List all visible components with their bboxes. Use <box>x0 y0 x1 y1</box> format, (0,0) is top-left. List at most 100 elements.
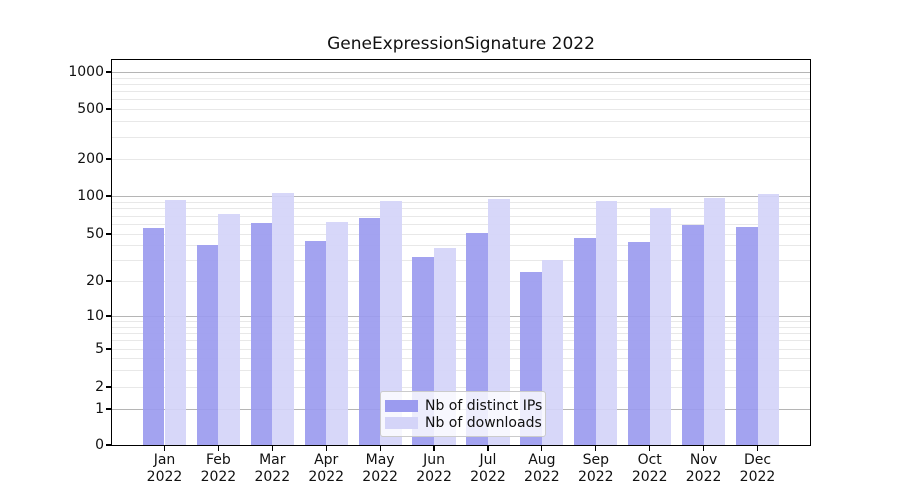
y-tick-mark <box>106 444 112 446</box>
gridline-major <box>112 72 810 74</box>
y-tick-label: 100 <box>77 187 104 204</box>
x-tick-label-mar: Mar 2022 <box>254 452 291 485</box>
gridline-minor <box>112 215 810 217</box>
bar-sep-distinct-ips <box>574 238 596 445</box>
gridline-major <box>112 196 810 198</box>
gridline-minor <box>112 370 810 372</box>
legend-item-distinct-ips: Nb of distinct IPs <box>385 397 543 415</box>
legend-label-downloads: Nb of downloads <box>425 415 542 432</box>
bar-nov-downloads <box>703 198 726 445</box>
bar-oct-downloads <box>649 207 672 445</box>
gridline-minor <box>112 136 810 138</box>
legend-swatch-downloads <box>385 417 418 430</box>
x-tick-mark <box>163 446 166 451</box>
y-tick-mark <box>106 195 112 197</box>
bar-apr-distinct-ips <box>304 240 327 445</box>
x-tick-label-oct: Oct 2022 <box>631 452 668 485</box>
x-tick-label-feb: Feb 2022 <box>200 452 237 485</box>
x-tick-mark <box>595 446 597 451</box>
y-tick-label: 2 <box>95 378 104 395</box>
x-tick-mark <box>703 446 705 451</box>
bar-jan-downloads <box>164 199 187 445</box>
gridline-minor <box>112 326 810 328</box>
y-tick-label: 500 <box>77 100 104 117</box>
gridline-minor <box>112 109 810 110</box>
gridline-minor <box>112 159 810 160</box>
gridline-minor <box>112 224 810 225</box>
y-tick-label: 50 <box>86 225 104 242</box>
x-tick-label-may: May 2022 <box>362 452 398 485</box>
y-tick-mark <box>106 158 112 160</box>
bar-jul-downloads <box>487 198 510 445</box>
gridline-minor <box>112 245 810 247</box>
gridline-minor <box>112 321 810 323</box>
bar-dec-downloads <box>757 194 780 445</box>
gridline-minor <box>112 234 810 235</box>
y-tick-label: 200 <box>77 150 104 167</box>
bar-jan-distinct-ips <box>142 227 165 445</box>
legend-swatch-distinct-ips <box>385 399 418 412</box>
x-tick-mark <box>541 446 543 451</box>
y-tick-label: 0 <box>95 436 104 453</box>
legend-label-distinct-ips: Nb of distinct IPs <box>425 397 543 414</box>
x-tick-label-dec: Dec 2022 <box>739 452 776 485</box>
gridline-minor <box>112 387 810 388</box>
y-tick-mark <box>106 386 112 388</box>
gridline-minor <box>112 358 810 360</box>
x-tick-mark <box>271 446 273 451</box>
x-tick-label-apr: Apr 2022 <box>308 452 345 485</box>
gridline-minor <box>112 83 810 85</box>
bar-apr-downloads <box>326 222 348 445</box>
y-tick-mark <box>106 408 112 410</box>
x-tick-label-sep: Sep 2022 <box>577 452 614 485</box>
x-tick-mark <box>487 446 489 451</box>
bar-may-distinct-ips <box>358 217 381 445</box>
y-tick-label: 20 <box>86 272 104 289</box>
x-tick-mark <box>325 446 327 451</box>
chart-title: GeneExpressionSignature 2022 <box>327 34 595 54</box>
gridline-minor <box>112 332 810 334</box>
x-tick-mark <box>217 446 219 451</box>
bar-mar-downloads <box>272 192 294 445</box>
bar-aug-downloads <box>541 260 564 445</box>
legend-item-downloads: Nb of downloads <box>385 415 542 433</box>
y-tick-mark <box>106 315 112 317</box>
gridline-minor <box>112 77 810 79</box>
bar-dec-distinct-ips <box>735 226 758 445</box>
gridline-minor <box>112 349 810 350</box>
y-tick-mark <box>106 348 112 350</box>
x-tick-label-nov: Nov 2022 <box>685 452 722 485</box>
gridline-minor <box>112 99 810 101</box>
bar-sep-downloads <box>595 201 618 445</box>
y-tick-mark <box>106 108 112 110</box>
y-tick-label: 10 <box>86 307 104 324</box>
plot-area <box>110 58 812 447</box>
bar-oct-distinct-ips <box>628 241 650 445</box>
bar-may-downloads <box>380 201 402 445</box>
x-tick-label-jun: Jun 2022 <box>416 452 452 485</box>
legend: Nb of distinct IPs Nb of downloads <box>380 391 546 437</box>
gridline-minor <box>112 201 810 203</box>
gridline-minor <box>112 208 810 210</box>
x-tick-mark <box>649 446 651 451</box>
x-tick-mark <box>379 446 381 451</box>
gridline-minor <box>112 121 810 123</box>
x-tick-label-aug: Aug 2022 <box>524 452 560 485</box>
bar-mar-distinct-ips <box>250 223 273 445</box>
x-tick-mark <box>756 446 759 451</box>
y-tick-label: 1000 <box>68 63 104 80</box>
bar-feb-distinct-ips <box>196 245 219 445</box>
x-tick-mark <box>433 446 435 451</box>
y-tick-mark <box>106 71 112 73</box>
y-tick-label: 1 <box>95 400 104 417</box>
gridline-minor <box>112 91 810 93</box>
gridline-minor <box>112 340 810 342</box>
x-tick-label-jan: Jan 2022 <box>146 452 183 485</box>
y-tick-mark <box>106 233 112 235</box>
bar-feb-downloads <box>218 214 240 445</box>
y-tick-mark <box>106 280 112 282</box>
gridline-major <box>112 316 810 318</box>
gridline-minor <box>112 281 810 282</box>
y-tick-label: 5 <box>95 340 104 357</box>
